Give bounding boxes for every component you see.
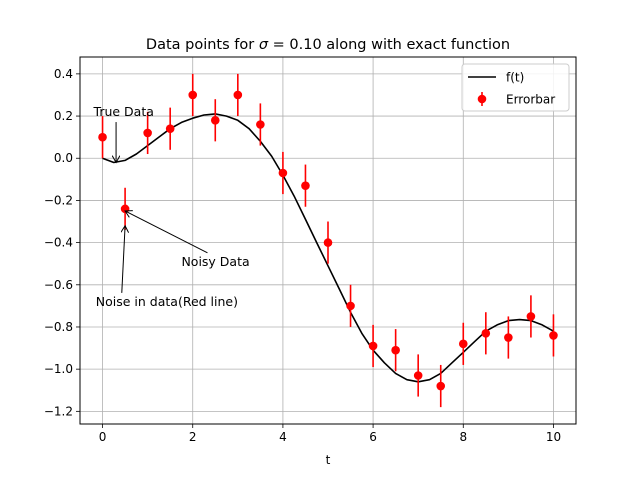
annotation-true-data-label: True Data — [93, 104, 154, 119]
annotation-noisy-data-arrow — [125, 211, 208, 254]
data-point — [233, 90, 243, 100]
data-point — [526, 312, 536, 321]
data-point — [368, 341, 378, 351]
y-tick-label: −1.0 — [44, 362, 73, 376]
x-axis-label: t — [326, 453, 331, 467]
data-point — [323, 238, 333, 247]
x-tick-label: 10 — [546, 430, 561, 444]
data-point — [165, 124, 175, 134]
data-point — [391, 345, 400, 355]
legend-box — [461, 63, 570, 112]
y-tick-label: −0.8 — [44, 320, 73, 334]
y-tick-label: −1.2 — [44, 404, 73, 418]
y-tick-label: 0.4 — [54, 67, 73, 81]
data-point — [210, 115, 220, 125]
data-point — [120, 204, 130, 214]
y-tick-label: −0.4 — [44, 236, 73, 250]
x-tick-label: 0 — [99, 430, 107, 444]
exact-function-line — [102, 113, 554, 383]
legend-label: Errorbar — [506, 93, 555, 107]
y-tick-label: 0.0 — [54, 151, 73, 165]
annotation-noise-in-data-arrow — [122, 226, 125, 293]
plot-frame — [79, 56, 577, 425]
x-tick-label: 8 — [459, 430, 467, 444]
x-tick-label: 6 — [369, 430, 377, 444]
exact-function-layer — [102, 113, 554, 383]
annotations: True Data Noisy Data Noise in data(Red lin… — [93, 104, 250, 309]
data-point — [256, 120, 265, 129]
y-tick-label: −0.6 — [44, 278, 73, 292]
data-point — [98, 132, 107, 142]
x-tick-label: 2 — [189, 430, 197, 444]
legend-point-swatch — [477, 94, 487, 104]
annotation-noise-in-data-label: Noise in data(Red line) — [96, 294, 238, 309]
data-point — [413, 371, 423, 380]
errorbar-layer — [98, 73, 558, 408]
data-point — [188, 90, 198, 100]
data-point — [481, 329, 491, 338]
y-tick-label: −0.2 — [44, 193, 73, 207]
data-point — [436, 381, 446, 391]
data-point — [301, 181, 310, 190]
data-point — [143, 128, 152, 138]
axis-ticks: 0 2 4 6 8 10 0.4 0.2 0.0 −0.2 −0.4 −0.6 −0.8 −1.0 −1.2 — [44, 67, 561, 444]
legend-label: f(t) — [506, 71, 524, 85]
data-point — [504, 333, 513, 342]
data-point — [346, 301, 355, 311]
legend: f(t) Errorbar — [461, 63, 570, 112]
chart-title: Data points for σ = 0.10 along with exac… — [146, 37, 510, 53]
x-tick-label: 4 — [279, 430, 287, 444]
data-point — [278, 168, 288, 178]
data-point — [549, 331, 558, 340]
data-point — [458, 339, 468, 349]
y-tick-label: 0.2 — [54, 109, 73, 123]
annotation-noisy-data-label: Noisy Data — [181, 254, 249, 269]
